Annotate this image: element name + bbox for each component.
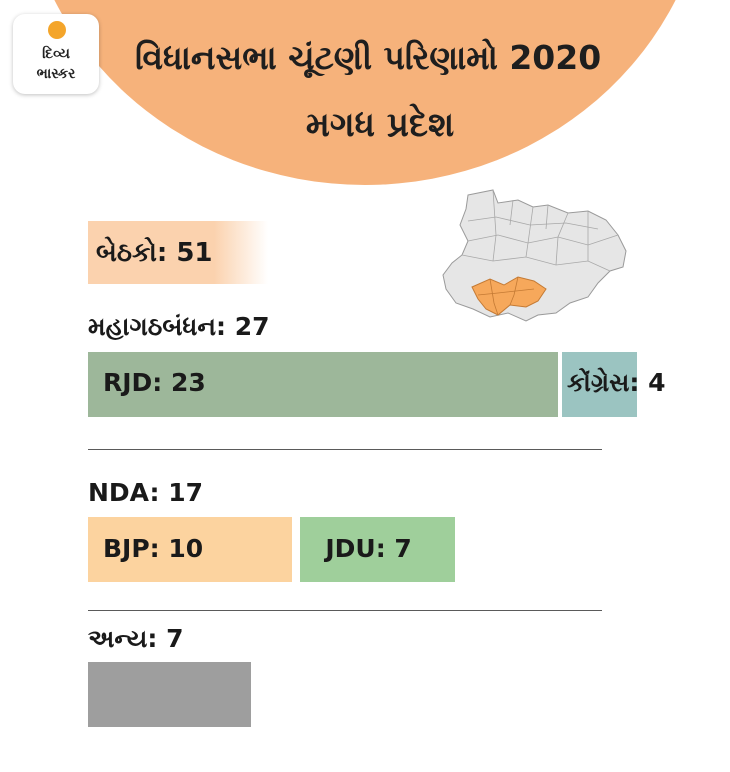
- bar-label-jdu: JDU: 7: [325, 534, 412, 563]
- page-title: વિધાનસભા ચૂંટણી પરિણામો 2020: [135, 38, 602, 77]
- bar-jdu: [300, 517, 455, 582]
- bihar-map-icon: [442, 189, 627, 322]
- region-title: મગધ પ્રદેશ: [305, 105, 455, 145]
- divider: [88, 449, 602, 450]
- bar-congress: [562, 352, 638, 417]
- logo-text-line1: દિવ્ય: [42, 46, 70, 62]
- group-label-others: અન્ય: 7: [88, 624, 184, 653]
- divider: [88, 610, 602, 611]
- bar-others: [88, 662, 252, 727]
- bar-label-bjp: BJP: 10: [103, 534, 204, 563]
- bar-label-congress: કોંગ્રેસ: 4: [567, 368, 666, 397]
- group-label-nda: NDA: 17: [88, 478, 203, 507]
- bar-bjp: [88, 517, 293, 582]
- group-label-mahagathbandhan: મહાગઠબંધન: 27: [88, 312, 270, 341]
- header-background: [20, 0, 710, 185]
- logo-text-line2: ભાસ્કર: [36, 66, 76, 82]
- sun-icon: [48, 21, 66, 39]
- divya-bhaskar-logo: દિવ્ય ભાસ્કર: [13, 14, 99, 94]
- map-region-magadh: [471, 276, 547, 316]
- seats-badge: [88, 221, 268, 284]
- bar-label-rjd: RJD: 23: [103, 368, 206, 397]
- seats-count-label: બેઠકો: 51: [96, 238, 213, 268]
- map-district-borders: [461, 189, 619, 272]
- bar-rjd: [88, 352, 558, 417]
